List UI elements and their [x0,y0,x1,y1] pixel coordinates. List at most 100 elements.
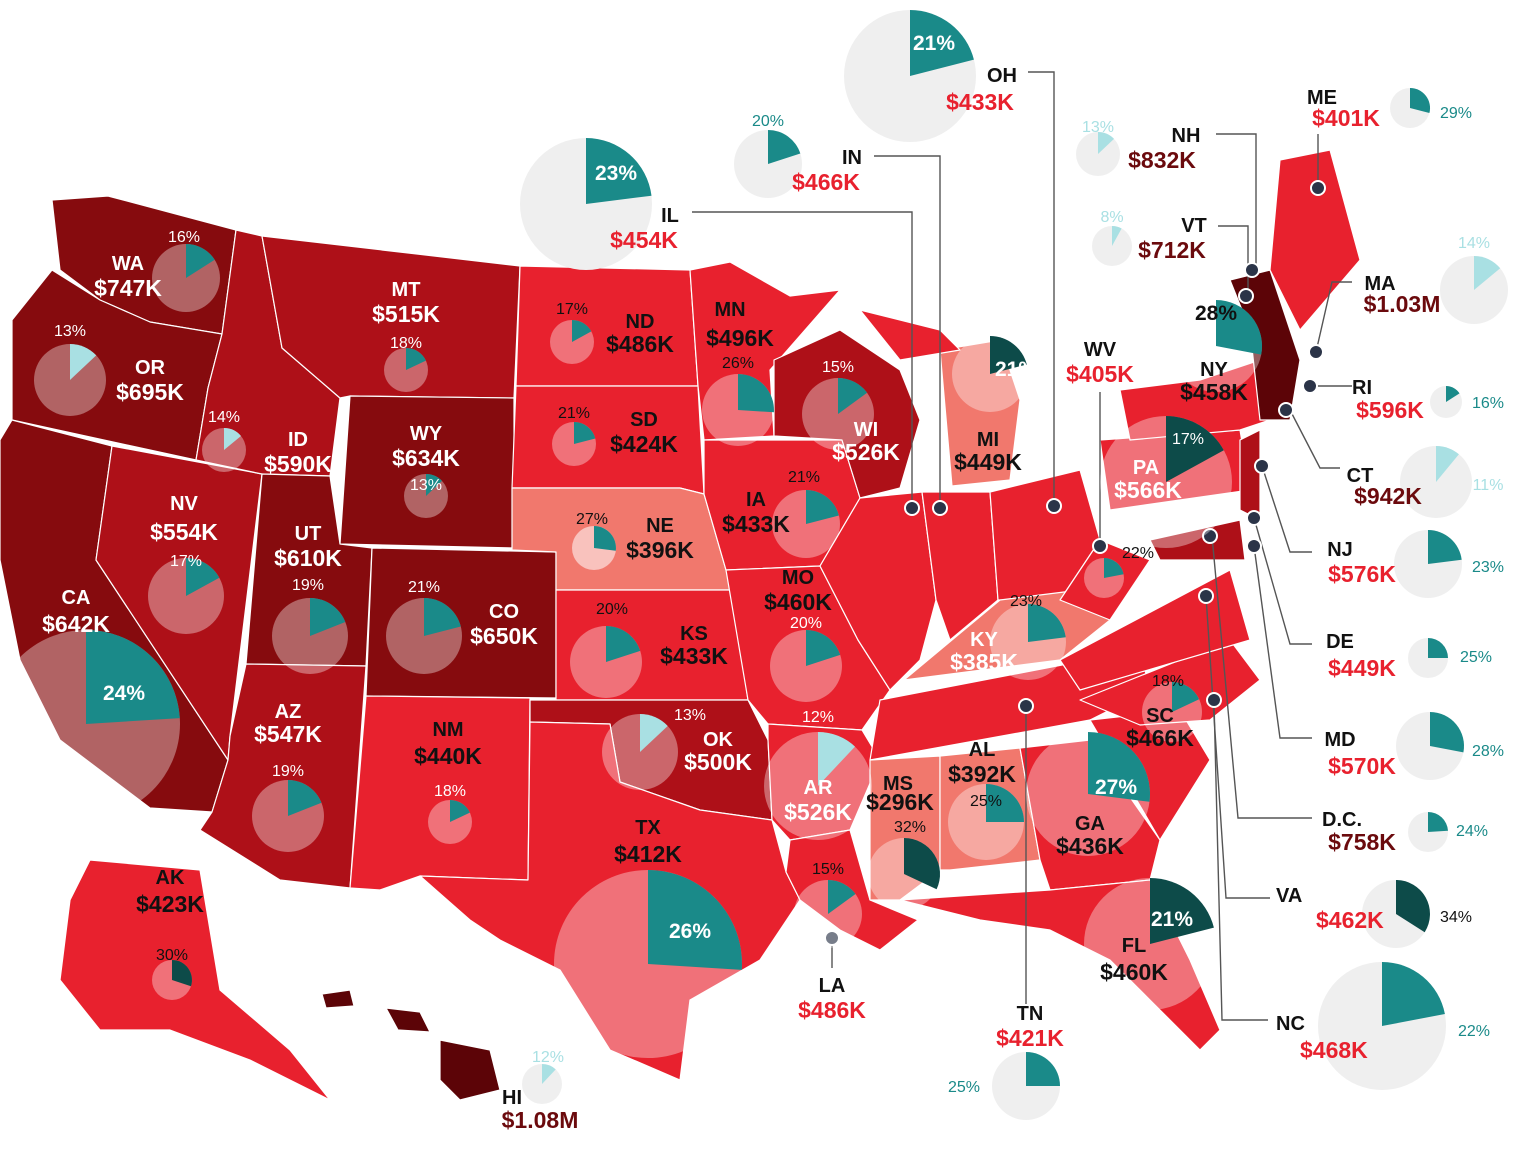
pie-dc [1408,811,1448,852]
state-price-ma: $1.03M [1364,291,1441,317]
pie-ks [570,626,642,698]
state-pct-nv: 17% [170,553,202,570]
state-abbr-mo: MO [782,567,814,589]
state-price-ok: $500K [684,749,752,775]
state-price-ky: $385K [950,649,1018,675]
share-pies [0,10,1508,1120]
leader-line-oh [1028,71,1055,506]
state-price-ak: $423K [136,891,204,917]
pie-wedge-in [768,130,801,164]
pie-nj [1394,530,1462,598]
pie-wedge-nc [1382,962,1445,1026]
pie-wedge-il [586,138,652,204]
pie-in [734,130,802,198]
state-pct-sc: 18% [1152,673,1184,690]
pie-ky [990,604,1066,680]
pie-ga [1026,732,1150,856]
locator-dot-ma [1308,344,1324,360]
state-abbr-wy: WY [410,423,443,445]
state-pct-pa: 17% [1172,431,1204,448]
state-price-in: $466K [792,169,860,195]
pie-hi [522,1064,562,1104]
state-pct-il: 23% [595,162,637,185]
pie-wedge-al [986,784,1024,822]
pie-wedge-wv [1104,558,1124,578]
state-abbr-nc: NC [1276,1013,1305,1035]
pie-wedge-ma [1474,255,1501,290]
pie-wi [802,378,874,450]
pie-wedge-ny [1216,300,1263,355]
state-shape-tx [419,721,801,1081]
state-shape-hi [439,1039,501,1101]
state-pct-dc: 24% [1456,823,1488,840]
pie-az [252,780,324,852]
state-abbr-ks: KS [680,623,708,645]
pie-wedge-id [224,427,241,450]
pie-mn [702,374,774,446]
pie-nm [428,800,472,844]
state-pct-ct: 11% [1473,477,1504,494]
leader-line-nh [1216,133,1257,270]
pie-ok [602,714,678,790]
state-price-il: $454K [610,227,678,253]
pie-wedge-ms [904,837,941,890]
state-abbr-mn: MN [714,299,745,321]
locator-dot-me [1310,180,1326,196]
pie-ri [1430,386,1462,418]
state-pct-mo: 20% [790,615,822,632]
pie-wedge-nd [572,319,592,342]
locator-dot-wv [1092,538,1108,554]
state-pct-nj: 23% [1472,559,1504,576]
locator-dot-dc [1202,528,1218,544]
state-pct-ks: 20% [596,601,628,618]
state-abbr-sd: SD [630,409,658,431]
state-abbr-az: AZ [275,701,302,723]
state-pct-mn: 26% [722,355,754,372]
state-abbr-nd: ND [626,311,655,333]
leader-line-nc [1213,701,1268,1021]
pie-wedge-oh [910,10,974,76]
pie-wedge-nj [1428,530,1462,564]
state-pct-ar: 12% [802,709,834,726]
state-price-nj: $576K [1328,561,1396,587]
locator-dot-nc [1206,692,1222,708]
pie-ia [772,490,840,558]
state-pct-al: 25% [970,793,1002,810]
state-abbr-nm: NM [432,719,463,741]
state-pct-ia: 21% [788,469,820,486]
state-abbr-wv: WV [1084,339,1117,361]
state-pct-md: 28% [1472,743,1504,760]
state-price-ks: $433K [660,643,728,669]
state-pct-me: 29% [1440,105,1472,122]
state-pct-ca: 24% [103,682,145,705]
pie-wedge-mo [806,630,841,666]
state-price-ia: $433K [722,511,790,537]
state-abbr-la: LA [819,975,846,997]
state-price-tn: $421K [996,1025,1064,1051]
pie-ms [868,837,941,910]
state-abbr-de: DE [1326,631,1354,653]
pie-wedge-tn [1026,1052,1060,1086]
pie-wedge-hi [542,1064,556,1084]
state-price-ca: $642K [42,611,110,637]
pie-pa [1100,416,1232,548]
state-pct-ri: 16% [1472,395,1504,412]
state-abbr-me: ME [1307,87,1337,109]
state-pct-va: 34% [1440,909,1472,926]
state-price-me: $401K [1312,105,1380,131]
pie-ut [272,598,348,674]
state-abbr-wa: WA [112,253,144,275]
pie-de [1408,638,1448,678]
state-shape-hi-maui [385,1007,431,1033]
pie-wedge-ne [594,526,616,551]
state-abbr-tn: TN [1017,1003,1044,1025]
state-shape-in [921,491,999,641]
state-price-dc: $758K [1328,829,1396,855]
state-shape-wy [339,395,515,549]
state-price-hi: $1.08M [502,1107,579,1133]
pie-ma [1440,255,1508,324]
state-pct-fl: 21% [1151,908,1193,931]
locator-dot-ri [1302,378,1318,394]
state-pct-ma: 14% [1458,235,1490,252]
pie-md [1396,712,1465,780]
